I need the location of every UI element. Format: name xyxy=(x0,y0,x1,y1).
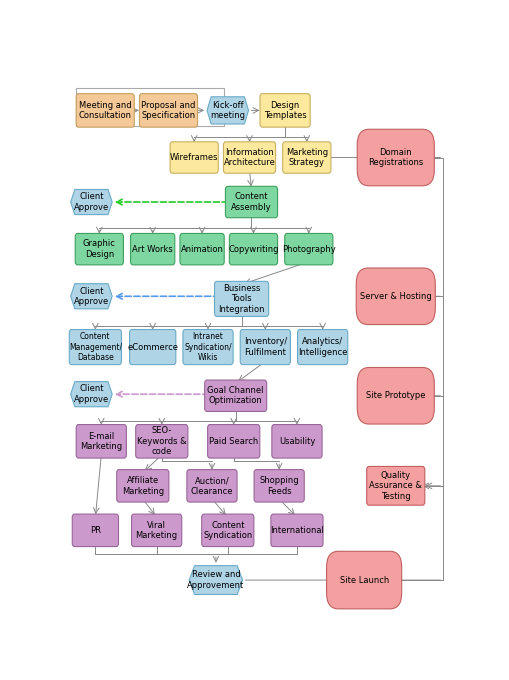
Text: Goal Channel
Optimization: Goal Channel Optimization xyxy=(207,386,264,405)
FancyBboxPatch shape xyxy=(129,330,176,364)
FancyBboxPatch shape xyxy=(135,424,187,458)
FancyBboxPatch shape xyxy=(201,514,253,547)
FancyBboxPatch shape xyxy=(76,424,126,458)
Text: E-mail
Marketing: E-mail Marketing xyxy=(80,432,122,451)
Text: Photography: Photography xyxy=(281,245,335,254)
FancyBboxPatch shape xyxy=(366,466,424,505)
FancyBboxPatch shape xyxy=(130,233,175,265)
Text: Design
Templates: Design Templates xyxy=(263,101,306,120)
Text: Analytics/
Intelligence: Analytics/ Intelligence xyxy=(297,337,347,357)
Text: Shopping
Feeds: Shopping Feeds xyxy=(259,476,298,496)
Text: SEO-
Keywords &
code: SEO- Keywords & code xyxy=(137,426,186,456)
FancyBboxPatch shape xyxy=(356,129,434,186)
Polygon shape xyxy=(207,97,248,124)
FancyBboxPatch shape xyxy=(271,424,321,458)
FancyBboxPatch shape xyxy=(117,470,168,502)
Text: Affiliate
Marketing: Affiliate Marketing xyxy=(122,476,163,496)
Polygon shape xyxy=(71,381,112,407)
Text: Information
Architecture: Information Architecture xyxy=(223,148,275,167)
FancyBboxPatch shape xyxy=(69,330,121,364)
FancyBboxPatch shape xyxy=(76,94,134,127)
FancyBboxPatch shape xyxy=(356,367,434,424)
FancyBboxPatch shape xyxy=(204,380,266,411)
Text: Business
Tools
Integration: Business Tools Integration xyxy=(218,284,264,313)
FancyBboxPatch shape xyxy=(186,470,237,502)
Text: PR: PR xyxy=(90,526,101,535)
Text: Server & Hosting: Server & Hosting xyxy=(359,292,431,301)
FancyBboxPatch shape xyxy=(139,94,197,127)
Text: Usability: Usability xyxy=(278,437,315,446)
Text: Site Prototype: Site Prototype xyxy=(365,391,425,401)
FancyBboxPatch shape xyxy=(270,514,322,547)
Polygon shape xyxy=(189,566,242,594)
FancyBboxPatch shape xyxy=(284,233,332,265)
Text: Content
Management/
Database: Content Management/ Database xyxy=(69,332,122,362)
Text: Paid Search: Paid Search xyxy=(209,437,258,446)
FancyBboxPatch shape xyxy=(282,142,330,173)
Text: International: International xyxy=(269,526,323,535)
Text: Client
Approve: Client Approve xyxy=(74,286,109,306)
FancyBboxPatch shape xyxy=(253,470,304,502)
FancyBboxPatch shape xyxy=(180,233,224,265)
Text: Graphic
Design: Graphic Design xyxy=(83,239,116,259)
FancyBboxPatch shape xyxy=(75,233,123,265)
Text: Wireframes: Wireframes xyxy=(169,153,218,162)
Text: Content
Syndication: Content Syndication xyxy=(203,521,252,540)
FancyBboxPatch shape xyxy=(229,233,277,265)
FancyBboxPatch shape xyxy=(260,94,309,127)
FancyBboxPatch shape xyxy=(240,330,290,364)
Text: Site Launch: Site Launch xyxy=(339,575,388,585)
FancyBboxPatch shape xyxy=(223,142,275,173)
Text: Proposal and
Specification: Proposal and Specification xyxy=(141,101,195,120)
FancyBboxPatch shape xyxy=(169,142,218,173)
FancyBboxPatch shape xyxy=(207,424,259,458)
Polygon shape xyxy=(71,284,112,309)
Polygon shape xyxy=(71,190,112,215)
Text: Domain
Registrations: Domain Registrations xyxy=(367,148,422,167)
Text: Art Works: Art Works xyxy=(132,245,173,254)
FancyBboxPatch shape xyxy=(225,186,277,218)
Text: eCommerce: eCommerce xyxy=(127,343,178,352)
Text: Auction/
Clearance: Auction/ Clearance xyxy=(190,476,233,496)
Text: Client
Approve: Client Approve xyxy=(74,384,109,404)
FancyBboxPatch shape xyxy=(326,551,401,609)
Text: Animation: Animation xyxy=(180,245,223,254)
Text: Client
Approve: Client Approve xyxy=(74,192,109,211)
FancyBboxPatch shape xyxy=(72,514,118,547)
Text: Kick-off
meeting: Kick-off meeting xyxy=(210,101,245,120)
FancyBboxPatch shape xyxy=(183,330,233,364)
Text: Quality
Assurance &
Testing: Quality Assurance & Testing xyxy=(369,471,421,500)
FancyBboxPatch shape xyxy=(131,514,181,547)
Text: Intranet
Syndication/
Wikis: Intranet Syndication/ Wikis xyxy=(184,332,232,362)
Text: Copywriting: Copywriting xyxy=(228,245,278,254)
Text: Content
Assembly: Content Assembly xyxy=(231,192,271,211)
Text: Marketing
Strategy: Marketing Strategy xyxy=(285,148,327,167)
Text: Viral
Marketing: Viral Marketing xyxy=(135,521,177,540)
Text: Meeting and
Consultation: Meeting and Consultation xyxy=(78,101,131,120)
Text: Review and
Approvement: Review and Approvement xyxy=(187,571,244,590)
Text: Inventory/
Fulfilment: Inventory/ Fulfilment xyxy=(243,337,287,357)
FancyBboxPatch shape xyxy=(355,268,435,324)
FancyBboxPatch shape xyxy=(214,282,268,316)
Bar xyxy=(75,88,223,126)
FancyBboxPatch shape xyxy=(297,330,347,364)
